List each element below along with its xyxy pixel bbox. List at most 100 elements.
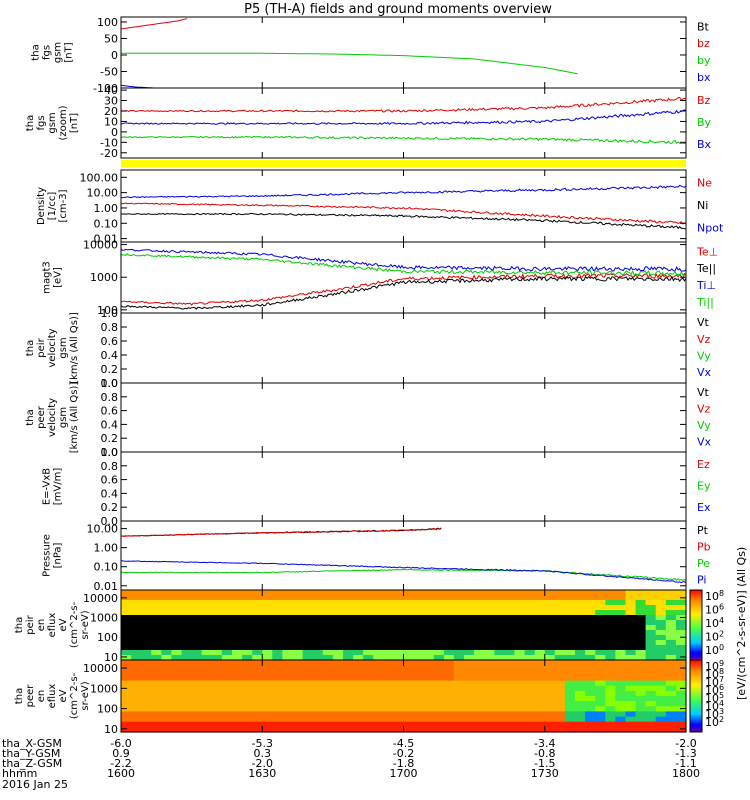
y-tick-label: 100.00	[80, 171, 119, 184]
heatmap-cell	[221, 640, 233, 646]
panel-frame-6	[120, 382, 687, 453]
heatmap-cell	[403, 696, 415, 702]
heatmap-cell	[665, 680, 677, 687]
heatmap-cell	[322, 635, 334, 641]
heatmap-cell	[181, 680, 193, 687]
y-tick-label: 0.8	[101, 460, 119, 473]
series-line-bx	[121, 109, 687, 126]
heatmap-cell	[191, 655, 203, 661]
series-line-by	[120, 135, 687, 145]
heatmap-cell	[363, 660, 374, 666]
heatmap-cell	[181, 701, 193, 707]
heatmap-cell	[524, 721, 536, 728]
heatmap-cell	[605, 625, 616, 631]
heatmap-cell	[292, 600, 304, 606]
heatmap-cell	[343, 610, 354, 616]
heatmap-cell	[252, 660, 263, 666]
heatmap-cell	[252, 685, 263, 692]
heatmap-cell	[312, 690, 324, 697]
heatmap-cell	[332, 680, 344, 687]
heatmap-cell	[464, 630, 475, 636]
heatmap-cell	[161, 590, 173, 596]
heatmap-cell	[353, 701, 364, 707]
heatmap-cell	[252, 675, 263, 682]
heatmap-cell	[181, 685, 193, 692]
heatmap-cell	[383, 615, 394, 621]
heatmap-cell	[343, 665, 354, 671]
heatmap-cell	[221, 675, 233, 682]
panel-frame-8	[120, 520, 687, 591]
heatmap-cell	[332, 721, 344, 728]
y-tick-label: 10000	[83, 239, 118, 252]
heatmap-cell	[453, 600, 465, 606]
heatmap-cell	[423, 670, 435, 676]
heatmap-cell	[161, 595, 173, 601]
heatmap-cell	[292, 650, 304, 656]
heatmap-cell	[171, 716, 183, 723]
series-line-ne	[120, 202, 687, 225]
heatmap-cell	[393, 645, 405, 651]
heatmap-cell	[141, 605, 152, 611]
heatmap-cell	[554, 721, 566, 728]
heatmap-cell	[403, 590, 415, 596]
heatmap-cell	[121, 690, 132, 697]
heatmap-cell	[292, 701, 304, 707]
heatmap-cell	[514, 595, 526, 601]
y-axis-label-line: eflux	[47, 684, 58, 709]
heatmap-cell	[544, 610, 556, 616]
legend-pb: Pb	[697, 541, 711, 554]
heatmap-cell	[564, 635, 576, 641]
heatmap-cell	[534, 696, 546, 702]
heatmap-cell	[554, 711, 566, 718]
y-tick-label: 20	[104, 105, 118, 118]
heatmap-cell	[524, 711, 536, 718]
heatmap-cell	[665, 645, 677, 651]
y-tick-label: 1000	[90, 612, 118, 625]
heatmap-cell	[343, 721, 354, 728]
heatmap-cell	[423, 610, 435, 616]
heatmap-cell	[332, 665, 344, 671]
heatmap-cell	[171, 605, 183, 611]
heatmap-cell	[343, 685, 354, 692]
heatmap-cell	[514, 590, 526, 596]
heatmap-cell	[171, 660, 183, 666]
heatmap-cell	[413, 640, 425, 646]
heatmap-cell	[595, 701, 606, 707]
heatmap-cell	[242, 721, 253, 728]
heatmap-cell	[605, 696, 616, 702]
heatmap-cell	[322, 650, 334, 656]
heatmap-cell	[655, 650, 667, 656]
heatmap-cell	[625, 605, 637, 611]
heatmap-cell	[302, 640, 314, 646]
heatmap-cell	[373, 696, 384, 702]
heatmap-cell	[181, 690, 193, 697]
y-axis-label-line: [nT]	[69, 113, 80, 133]
heatmap-cell	[635, 680, 647, 687]
heatmap-cell	[423, 665, 435, 671]
heatmap-cell	[464, 726, 475, 733]
heatmap-cell	[403, 620, 415, 626]
heatmap-cell	[423, 620, 435, 626]
heatmap-cell	[595, 615, 606, 621]
heatmap-cell	[433, 665, 445, 671]
heatmap-cell	[332, 706, 344, 712]
heatmap-cell	[504, 645, 516, 651]
footer-value: 1730	[531, 767, 559, 780]
heatmap-cell	[504, 701, 516, 707]
heatmap-cell	[191, 665, 203, 671]
heatmap-cell	[191, 726, 203, 733]
legend-te: Te||	[696, 262, 716, 275]
heatmap-cell	[544, 600, 556, 606]
heatmap-cell	[353, 696, 364, 702]
heatmap-cell	[252, 650, 263, 656]
heatmap-cell	[544, 690, 556, 697]
heatmap-cell	[655, 711, 667, 718]
heatmap-cell	[413, 685, 425, 692]
heatmap-cell	[564, 655, 576, 661]
heatmap-cell	[232, 640, 243, 646]
heatmap-cell	[312, 600, 324, 606]
heatmap-cell	[484, 600, 495, 606]
heatmap-cell	[675, 706, 687, 712]
heatmap-cell	[615, 690, 627, 697]
heatmap-cell	[353, 685, 364, 692]
